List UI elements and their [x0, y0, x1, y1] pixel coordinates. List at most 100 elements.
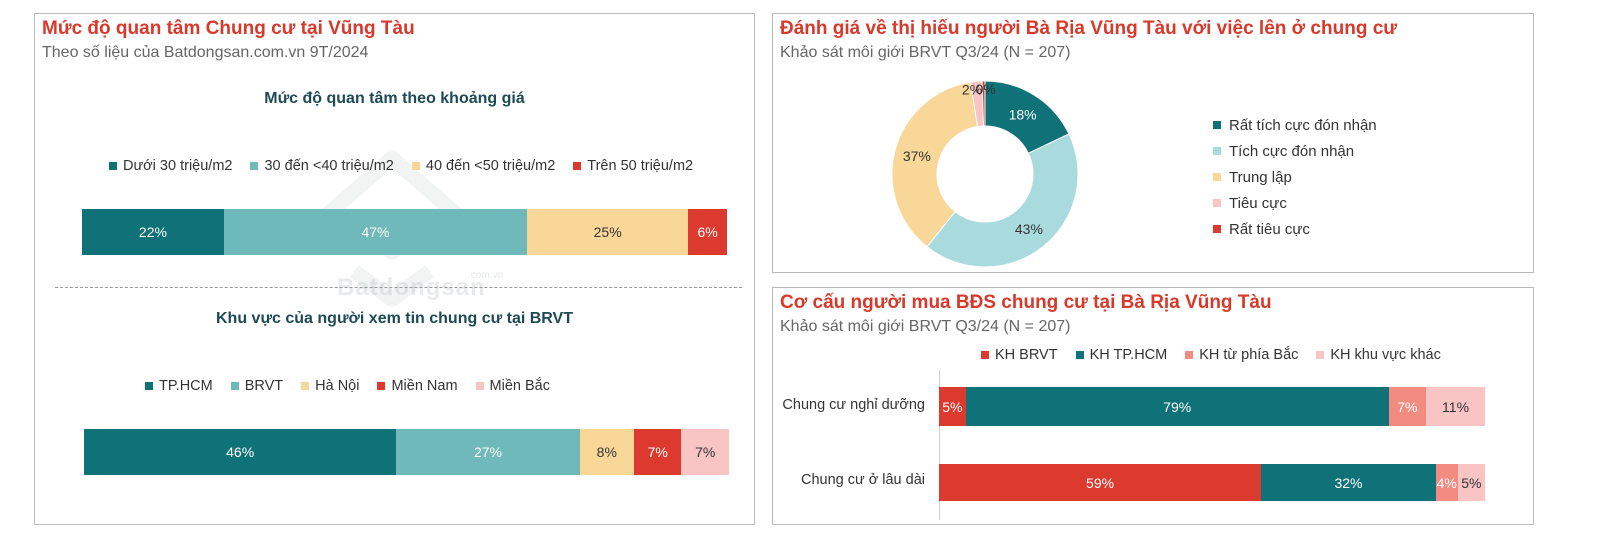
buyers-row-label: Chung cư ở lâu dài	[800, 472, 925, 488]
bar-segment-kh-tp-hcm: 32%	[1261, 464, 1436, 501]
legend-swatch	[1316, 351, 1325, 359]
region-stacked-bar: 46% 27% 8% 7% 7%	[84, 429, 729, 475]
legend-label: Rất tích cực đón nhận	[1229, 116, 1377, 134]
bar-segment-kh-khu-vuc-khac: 5%	[1457, 464, 1485, 501]
legend-swatch	[411, 162, 420, 170]
legend-swatch	[1213, 173, 1221, 181]
legend-swatch	[1185, 351, 1194, 359]
legend-label: KH TP.HCM	[1089, 347, 1168, 363]
legend-swatch	[1213, 225, 1221, 233]
legend-swatch	[230, 382, 239, 390]
legend-label: Trên 50 triệu/m2	[587, 158, 694, 174]
legend-label: Dưới 30 triệu/m2	[123, 158, 233, 174]
legend-label: Miền Bắc	[489, 378, 550, 394]
buyers-row-label: Chung cư nghỉ dưỡng	[782, 397, 925, 413]
buyers-panel-title: Cơ cấu người mua BĐS chung cư tại Bà Rịa…	[780, 292, 1272, 313]
bar-segment-mien-nam: 7%	[633, 429, 682, 475]
legend-item-40-den-50-trieu-m2: 40 đến <50 triệu/m2	[411, 158, 556, 174]
section-divider	[55, 287, 742, 288]
legend-label: TP.HCM	[159, 378, 213, 394]
buyers-axis	[939, 370, 940, 520]
interest-panel-subtitle: Theo số liệu của Batdongsan.com.vn 9T/20…	[42, 44, 369, 61]
legend-item-kh-tp-hcm: KH TP.HCM	[1075, 347, 1168, 363]
donut-slice-rat-tieu-cuc	[981, 80, 986, 127]
legend-swatch	[1213, 199, 1221, 207]
legend-item-trung-lap: Trung lập	[1213, 164, 1377, 190]
donut-slice-tich-cuc-don-nhan	[926, 133, 1079, 268]
legend-label: KH khu vực khác	[1330, 347, 1441, 363]
bar-segment-mien-bac: 7%	[681, 429, 729, 475]
buyers-panel: Cơ cấu người mua BĐS chung cư tại Bà Rịa…	[772, 287, 1534, 525]
legend-label: KH từ phía Bắc	[1199, 347, 1299, 363]
donut-label: 2%	[962, 81, 982, 97]
legend-item-kh-tu-phia-bac: KH từ phía Bắc	[1185, 347, 1298, 363]
legend-item-kh-brvt: KH BRVT	[981, 347, 1058, 363]
sentiment-panel: Đánh giá về thị hiếu người Bà Rịa Vũng T…	[772, 13, 1534, 273]
buyers-legend: KH BRVT KH TP.HCM KH từ phía Bắc KH khu vực…	[981, 347, 1459, 363]
legend-label: KH BRVT	[995, 347, 1058, 363]
legend-item-mien-bac: Miền Bắc	[475, 378, 550, 394]
legend-item-30-den-40-trieu-m2: 30 đến <40 triệu/m2	[250, 158, 394, 174]
legend-label: Trung lập	[1229, 168, 1292, 186]
legend-swatch	[981, 351, 989, 359]
bar-segment-30-den-40-trieu-m2: 47%	[223, 209, 528, 255]
legend-label: Miền Nam	[391, 378, 458, 394]
watermark-suffix: .com.vn	[468, 270, 504, 281]
legend-item-tich-cuc-don-nhan: Tích cực đón nhận	[1213, 138, 1377, 164]
legend-item-tieu-cuc: Tiêu cực	[1213, 190, 1377, 216]
donut-slice-trung-lap	[891, 81, 979, 248]
buyers-stacked-bar-resort: 5% 79% 7% 11%	[939, 387, 1485, 426]
price-stacked-bar: 22% 47% 25% 6%	[82, 209, 727, 255]
legend-label: Tiêu cực	[1229, 194, 1287, 212]
legend-item-tren-50-trieu-m2: Trên 50 triệu/m2	[573, 158, 693, 174]
bar-segment-kh-brvt: 5%	[939, 387, 966, 426]
legend-label: Tích cực đón nhận	[1229, 142, 1355, 160]
bar-segment-kh-tp-hcm: 79%	[965, 387, 1389, 426]
legend-label: Hà Nội	[315, 378, 360, 394]
legend-swatch	[1075, 351, 1084, 359]
bar-segment-kh-khu-vuc-khac: 11%	[1426, 387, 1485, 426]
legend-swatch	[1213, 147, 1221, 155]
buyers-panel-subtitle: Khảo sát môi giới BRVT Q3/24 (N = 207)	[780, 318, 1071, 335]
legend-swatch	[573, 162, 582, 170]
legend-item-rat-tich-cuc-don-nhan: Rất tích cực đón nhận	[1213, 112, 1377, 138]
legend-swatch	[301, 382, 310, 390]
bar-segment-kh-brvt: 59%	[939, 464, 1262, 501]
bar-segment-40-den-50-trieu-m2: 25%	[527, 209, 689, 255]
legend-swatch	[145, 382, 153, 390]
bar-segment-kh-tu-phia-bac: 7%	[1388, 387, 1427, 426]
legend-swatch	[475, 382, 484, 390]
legend-label: 40 đến <50 triệu/m2	[425, 158, 556, 174]
legend-item-ha-noi: Hà Nội	[301, 378, 359, 394]
sentiment-panel-title: Đánh giá về thị hiếu người Bà Rịa Vũng T…	[780, 18, 1398, 39]
legend-label: BRVT	[244, 378, 284, 394]
donut-label: 43%	[1015, 221, 1043, 237]
sentiment-panel-subtitle: Khảo sát môi giới BRVT Q3/24 (N = 207)	[780, 44, 1071, 61]
bar-segment-ha-noi: 8%	[579, 429, 634, 475]
legend-item-brvt: BRVT	[230, 378, 284, 394]
price-chart-title: Mức độ quan tâm theo khoảng giá	[264, 90, 525, 107]
legend-swatch	[377, 382, 386, 390]
region-chart-legend: TP.HCM BRVT Hà Nội Miền Nam Miền Bắc	[145, 378, 568, 394]
legend-item-duoi-30-trieu-m2: Dưới 30 triệu/m2	[109, 158, 232, 174]
bar-segment-tren-50-trieu-m2: 6%	[688, 209, 727, 255]
donut-label: 0%	[976, 81, 996, 97]
bar-segment-tp-hcm: 46%	[84, 429, 397, 475]
region-chart-title: Khu vực của người xem tin chung cư tại B…	[216, 310, 573, 327]
buyers-stacked-bar-longterm: 59% 32% 4% 5%	[939, 464, 1485, 501]
legend-item-kh-khu-vuc-khac: KH khu vực khác	[1316, 347, 1441, 363]
legend-swatch	[109, 162, 117, 170]
legend-label: 30 đến <40 triệu/m2	[264, 158, 394, 174]
legend-swatch	[1213, 121, 1221, 129]
bar-segment-brvt: 27%	[396, 429, 580, 475]
price-chart-legend: Dưới 30 triệu/m2 30 đến <40 triệu/m2 40 đế…	[109, 158, 711, 174]
bar-segment-duoi-30-trieu-m2: 22%	[82, 209, 224, 255]
legend-item-mien-nam: Miền Nam	[377, 378, 458, 394]
legend-swatch	[250, 162, 259, 170]
legend-item-tp-hcm: TP.HCM	[145, 378, 213, 394]
bar-segment-kh-tu-phia-bac: 4%	[1435, 464, 1458, 501]
sentiment-donut-chart: 18% 43% 37% 2%0%	[891, 80, 1079, 268]
donut-label: 37%	[903, 148, 931, 164]
interest-panel-title: Mức độ quan tâm Chung cư tại Vũng Tàu	[42, 18, 415, 39]
watermark-text: Batdongsan	[337, 274, 486, 301]
